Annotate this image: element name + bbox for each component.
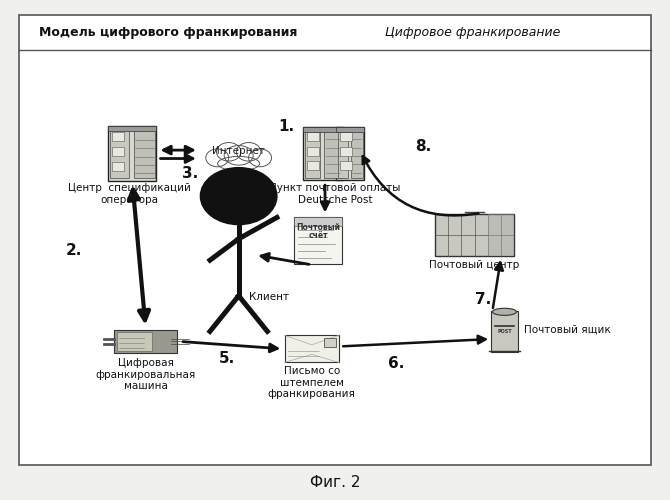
Ellipse shape <box>237 142 261 161</box>
FancyBboxPatch shape <box>295 216 342 264</box>
Ellipse shape <box>206 149 228 167</box>
Text: Почтовый центр: Почтовый центр <box>429 260 520 270</box>
FancyBboxPatch shape <box>488 214 515 256</box>
FancyBboxPatch shape <box>19 15 651 465</box>
FancyBboxPatch shape <box>307 162 319 170</box>
Text: Фиг. 2: Фиг. 2 <box>310 475 360 490</box>
Text: 7.: 7. <box>474 292 491 308</box>
FancyBboxPatch shape <box>303 127 343 180</box>
FancyBboxPatch shape <box>435 214 515 256</box>
Text: Клиент: Клиент <box>249 292 289 302</box>
FancyBboxPatch shape <box>336 127 364 132</box>
Text: 4.: 4. <box>259 191 275 206</box>
Text: Пункт почтовой оплаты
Deutsche Post: Пункт почтовой оплаты Deutsche Post <box>269 183 401 205</box>
FancyBboxPatch shape <box>295 216 342 226</box>
Text: счёт: счёт <box>309 230 328 239</box>
FancyBboxPatch shape <box>109 126 156 181</box>
FancyBboxPatch shape <box>336 127 364 180</box>
FancyBboxPatch shape <box>324 338 336 347</box>
FancyBboxPatch shape <box>340 146 352 156</box>
Ellipse shape <box>224 146 253 165</box>
FancyBboxPatch shape <box>109 126 156 132</box>
FancyBboxPatch shape <box>111 129 129 178</box>
Text: POST: POST <box>497 329 512 334</box>
Ellipse shape <box>249 149 271 167</box>
Text: Цифровая
франкировальная
машина: Цифровая франкировальная машина <box>96 358 196 392</box>
Ellipse shape <box>216 142 241 161</box>
Circle shape <box>200 168 277 224</box>
FancyBboxPatch shape <box>113 132 125 141</box>
FancyBboxPatch shape <box>491 311 518 352</box>
FancyBboxPatch shape <box>114 330 177 353</box>
FancyBboxPatch shape <box>338 130 348 178</box>
FancyBboxPatch shape <box>307 132 319 140</box>
Text: 6.: 6. <box>388 356 405 370</box>
Text: 1.: 1. <box>279 120 295 134</box>
Text: 2.: 2. <box>66 243 82 258</box>
Text: Почтовый: Почтовый <box>296 223 340 232</box>
Text: Письмо со
штемпелем
франкирования: Письмо со штемпелем франкирования <box>268 366 356 400</box>
FancyBboxPatch shape <box>113 162 125 171</box>
FancyBboxPatch shape <box>307 146 319 156</box>
FancyBboxPatch shape <box>324 130 342 178</box>
Text: Почтовый ящик: Почтовый ящик <box>525 324 611 334</box>
FancyBboxPatch shape <box>117 332 152 351</box>
FancyBboxPatch shape <box>285 336 339 362</box>
Text: 3.: 3. <box>182 166 198 182</box>
FancyBboxPatch shape <box>134 129 155 178</box>
FancyBboxPatch shape <box>340 132 352 140</box>
FancyBboxPatch shape <box>351 130 363 178</box>
FancyBboxPatch shape <box>305 130 320 178</box>
Text: Интернет: Интернет <box>212 146 265 156</box>
FancyBboxPatch shape <box>303 127 343 132</box>
Text: 5.: 5. <box>218 350 235 366</box>
Text: Центр  спецификаций
оператора: Центр спецификаций оператора <box>68 183 190 205</box>
FancyBboxPatch shape <box>340 162 352 170</box>
Ellipse shape <box>492 308 517 316</box>
Text: 8.: 8. <box>415 139 431 154</box>
Text: Цифровое франкирование: Цифровое франкирование <box>385 26 560 39</box>
Ellipse shape <box>218 156 260 170</box>
FancyBboxPatch shape <box>113 147 125 156</box>
Text: Модель цифрового франкирования: Модель цифрового франкирования <box>40 26 297 39</box>
